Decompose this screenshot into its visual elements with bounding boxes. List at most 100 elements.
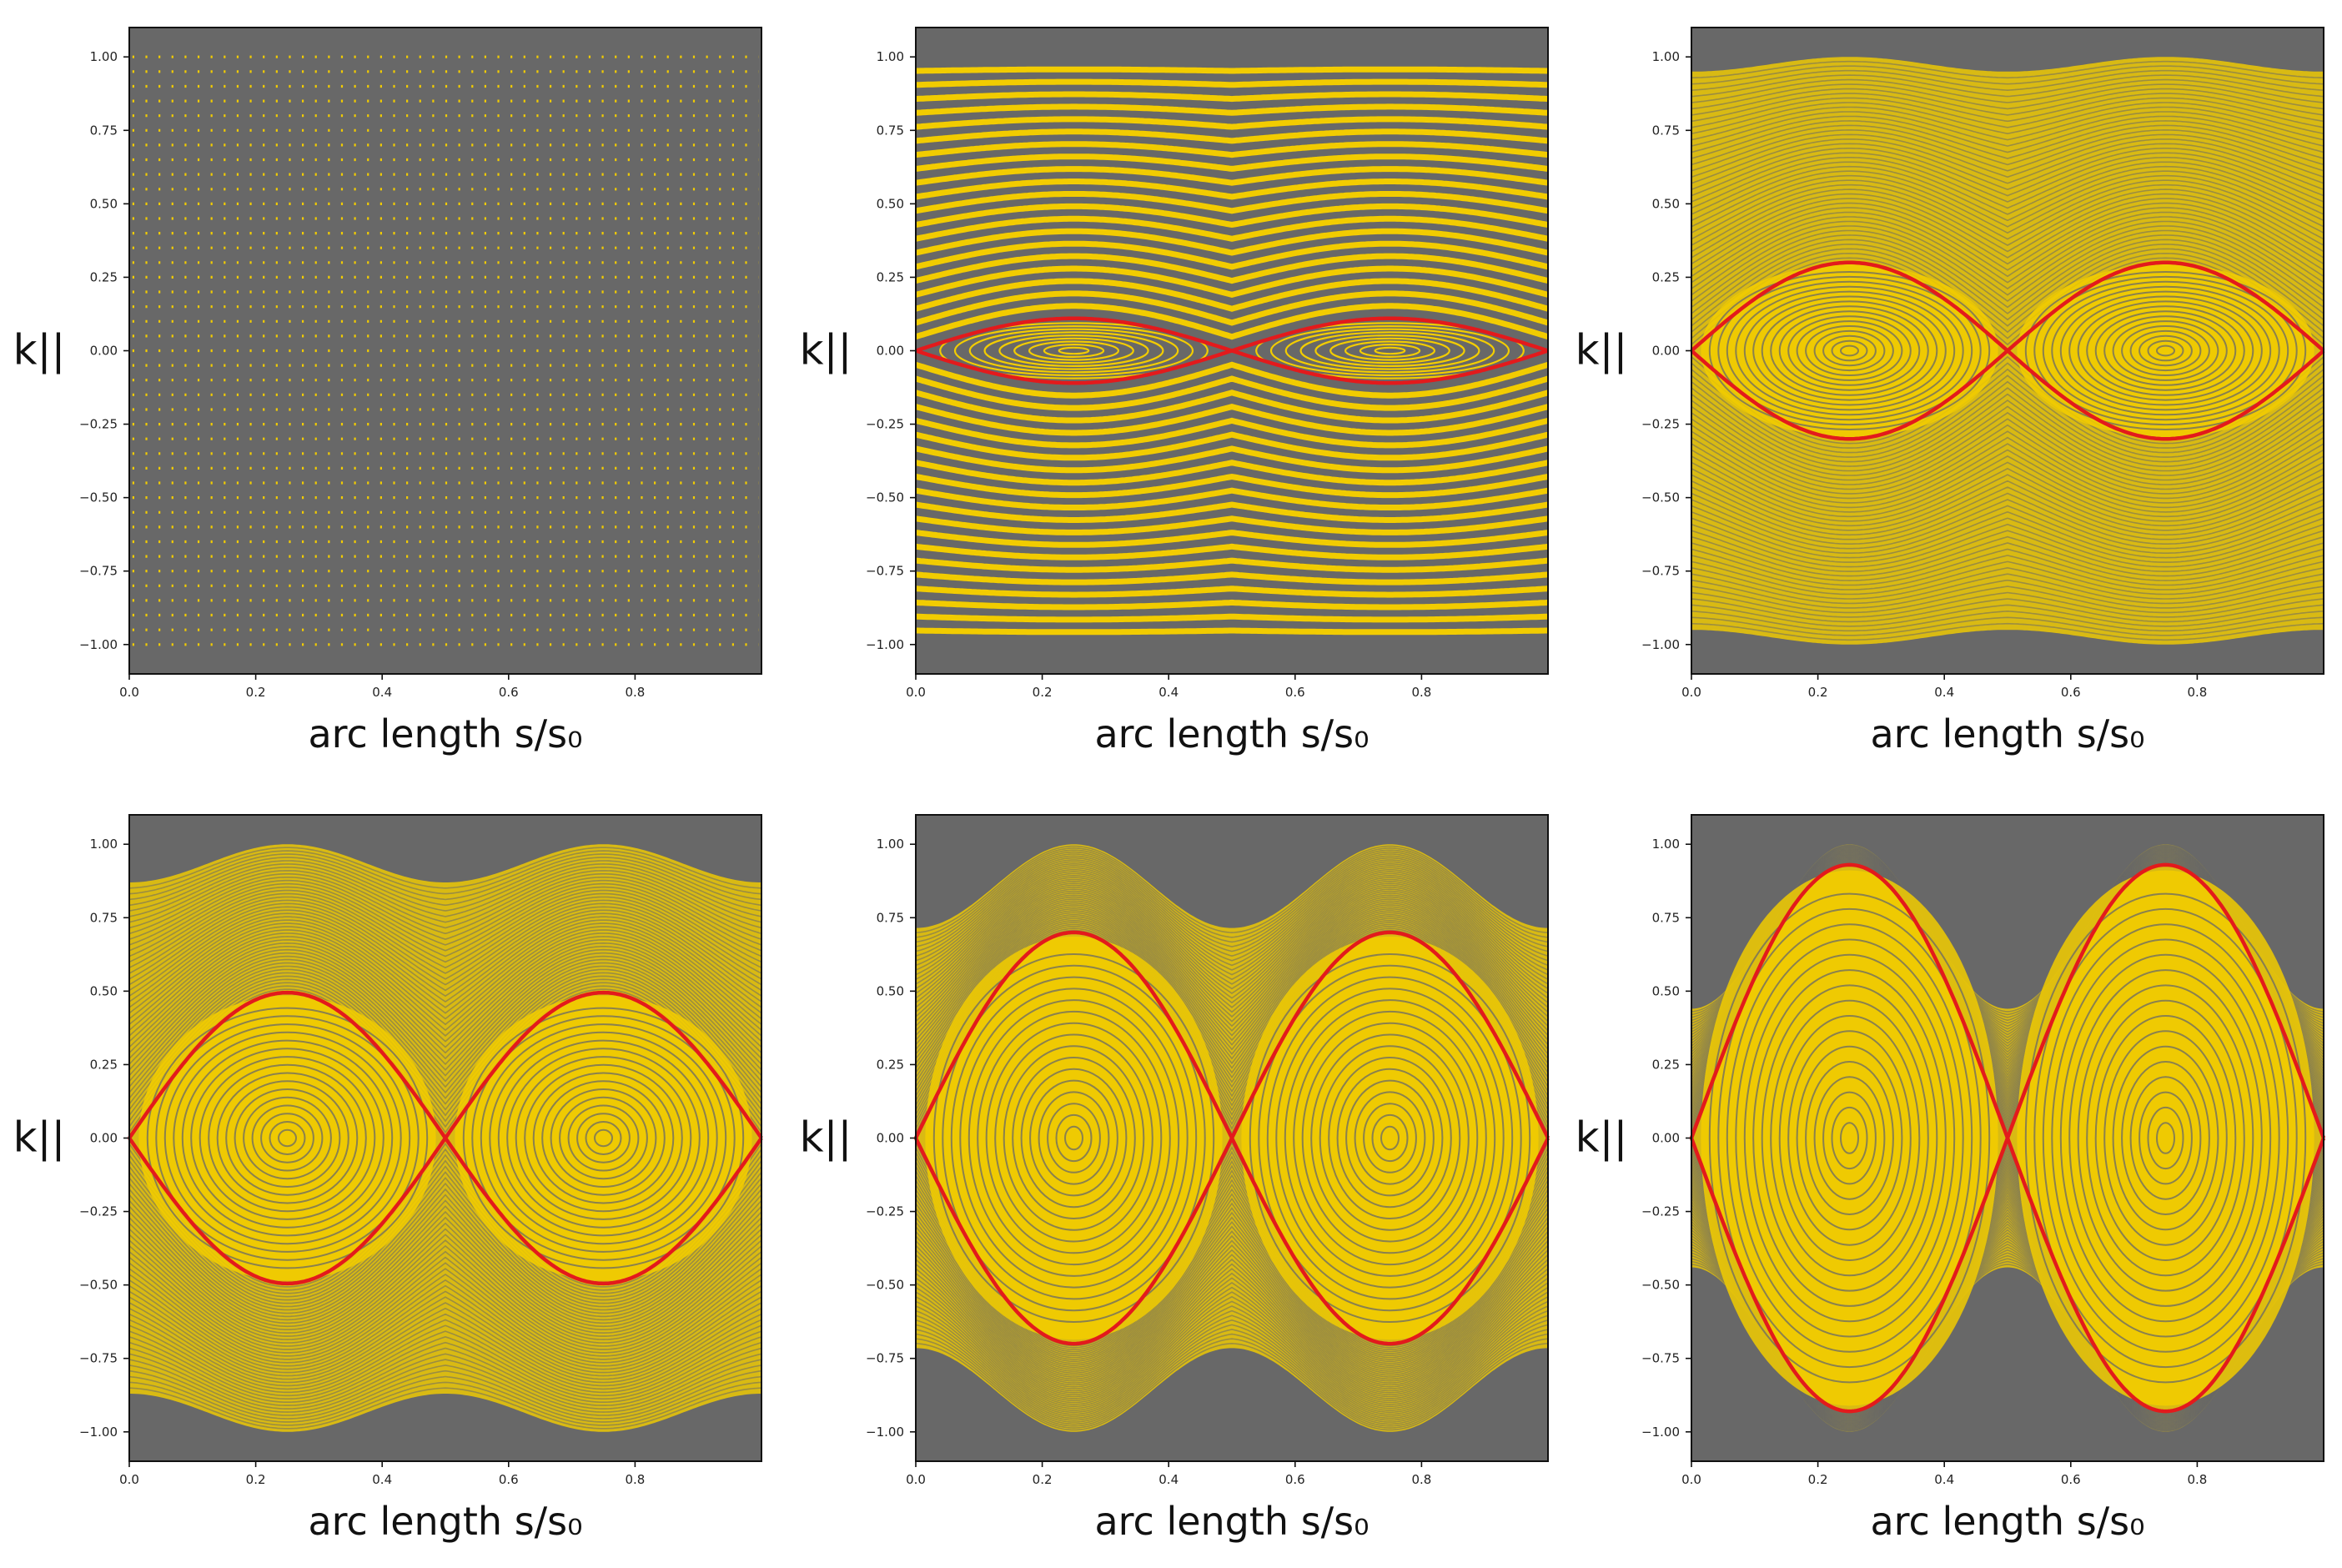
orbit-band — [129, 968, 761, 1100]
orbit-band — [1691, 1264, 2324, 1433]
orbit-band — [916, 78, 1548, 88]
orbit-band — [916, 278, 1548, 312]
orbit-band — [129, 1262, 761, 1357]
orbit-band — [129, 1341, 761, 1403]
orbit-band — [1691, 60, 2324, 79]
orbit-band — [129, 899, 761, 980]
orbit-band — [916, 1282, 1548, 1405]
island-orbit — [585, 1121, 622, 1155]
orbit-band — [129, 1359, 761, 1413]
x-tick-label: 0.6 — [1285, 685, 1305, 700]
orbit-band — [916, 872, 1548, 999]
orbit-band — [916, 861, 1548, 971]
orbit-band — [1691, 530, 2324, 572]
island-orbit — [278, 1128, 297, 1148]
panel-2: 1.00 0.75 0.50 0.25 0.00 −0.25 −0.50 −0.75 −1.00… — [800, 27, 1549, 756]
orbit-band — [916, 902, 1548, 1069]
orbit-band — [1691, 548, 2324, 586]
orbit-band — [129, 860, 761, 912]
x-axis-label: arc length s/s₀ — [1094, 711, 1369, 756]
orbit-band — [916, 890, 1548, 1042]
island-orbit — [471, 1015, 736, 1261]
orbit-band — [916, 884, 1548, 1028]
x-tick-label: 0.6 — [2061, 1472, 2081, 1487]
orbit-band — [129, 958, 761, 1083]
orbit-band — [129, 853, 761, 901]
orbit-band — [129, 929, 761, 1032]
orbit-band — [129, 1347, 761, 1406]
island-fill — [455, 995, 752, 1281]
y-tick-label: 0.50 — [90, 196, 118, 211]
y-tick-label: 0.25 — [877, 1057, 904, 1072]
x-axis-label: arc length s/s₀ — [308, 1499, 582, 1544]
island-orbit — [559, 1096, 648, 1180]
panel-5: 1.00 0.75 0.50 0.25 0.00 −0.25 −0.50 −0.75 −1.00… — [800, 814, 1550, 1544]
orbit-band — [916, 851, 1548, 947]
orbit-band — [916, 1197, 1548, 1370]
island-orbit — [983, 331, 1164, 370]
orbit-band — [1691, 523, 2324, 568]
island-orbit — [1840, 1122, 1859, 1154]
y-tick-label: 0.25 — [877, 269, 904, 284]
island-orbit — [532, 1072, 675, 1204]
orbit-band — [129, 896, 761, 974]
island-orbit — [541, 1080, 666, 1196]
orbit-band — [1691, 239, 2324, 321]
orbit-band — [1691, 566, 2324, 600]
island-orbit — [1726, 923, 1973, 1353]
y-tick-label: −0.75 — [866, 564, 904, 579]
y-tick-label: 0.25 — [1652, 1057, 1680, 1072]
orbit-band — [1691, 138, 2324, 184]
orbit-band — [1691, 610, 2324, 632]
island-orbit — [1708, 271, 1991, 430]
island-orbit — [1020, 1068, 1128, 1209]
orbit-band — [1691, 179, 2324, 240]
orbit-band — [916, 203, 1548, 229]
orbit-band — [129, 1239, 761, 1344]
island-orbit — [1038, 1091, 1110, 1185]
orbit-band — [1691, 579, 2324, 609]
island-orbit — [173, 1031, 402, 1245]
x-tick-label: 0.0 — [1681, 1472, 1701, 1487]
orbit-band — [916, 888, 1548, 1037]
island-orbit — [1258, 964, 1522, 1312]
orbit-band — [1691, 225, 2324, 302]
island-orbit — [1787, 315, 1912, 386]
island-orbit — [2068, 969, 2263, 1307]
orbit-band — [1691, 106, 2324, 141]
orbit-band — [916, 910, 1548, 1088]
orbit-band — [129, 1165, 761, 1301]
x-tick-label: 0.6 — [499, 1472, 519, 1487]
orbit-band — [916, 515, 1548, 535]
orbit-band — [129, 926, 761, 1026]
orbit-band — [129, 952, 761, 1071]
y-axis-label: k|| — [800, 326, 852, 374]
island-orbit — [1831, 339, 1868, 362]
orbit-band — [129, 1369, 761, 1420]
island-orbit — [225, 1080, 349, 1196]
orbit-band — [916, 303, 1548, 340]
orbit-band — [1691, 193, 2324, 259]
y-tick-label: 0.75 — [90, 910, 118, 925]
orbit-band — [129, 1313, 761, 1387]
orbit-band — [129, 1324, 761, 1394]
island-orbit — [260, 1113, 314, 1163]
orbit-band — [916, 265, 1548, 299]
island-orbit — [216, 1072, 359, 1204]
orbit-band — [1691, 455, 2324, 518]
orbit-band — [916, 487, 1548, 510]
orbit-band — [916, 91, 1548, 103]
y-tick-label: 1.00 — [90, 49, 118, 64]
orbit-band — [916, 1286, 1548, 1407]
x-tick-label: 0.0 — [119, 1472, 139, 1487]
island-orbit — [1770, 305, 1929, 396]
orbit-band — [916, 1239, 1548, 1388]
x-tick-label: 0.6 — [2061, 685, 2081, 700]
orbit-band — [916, 1207, 1548, 1375]
island-orbit — [2147, 1106, 2184, 1170]
y-tick-label: 0.00 — [1652, 1131, 1680, 1146]
orbit-band — [1691, 83, 2324, 110]
x-tick-label: 0.6 — [499, 685, 519, 700]
x-axis-label: arc length s/s₀ — [308, 711, 582, 756]
island-orbit — [1047, 1103, 1101, 1173]
